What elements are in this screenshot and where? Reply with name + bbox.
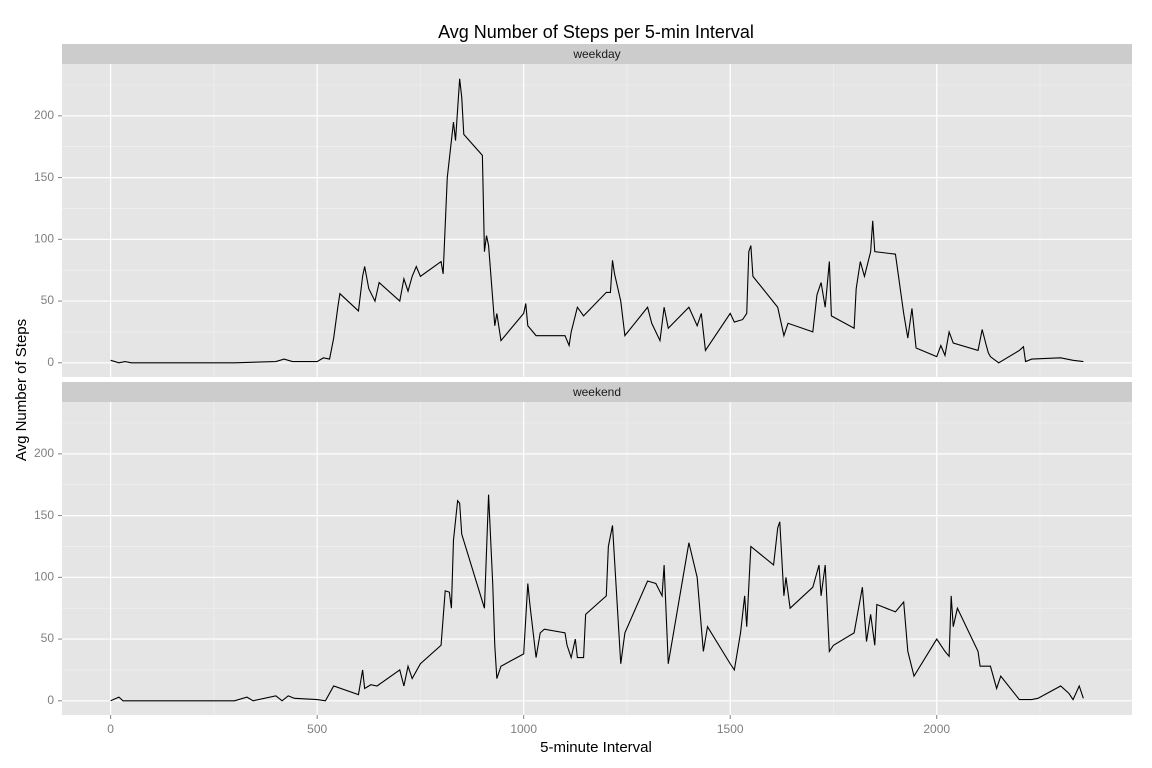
strip-label: weekday (572, 47, 620, 61)
strip (62, 44, 1132, 64)
x-tick-label: 500 (307, 722, 327, 736)
strip (62, 382, 1132, 402)
chart-title: Avg Number of Steps per 5-min Interval (438, 22, 754, 42)
strip-label: weekend (572, 385, 621, 399)
line (110, 494, 1084, 702)
y-tick-label: 50 (41, 631, 55, 645)
x-tick-label: 2000 (923, 722, 950, 736)
y-tick-label: 0 (47, 693, 54, 707)
x-tick-label: 0 (107, 722, 114, 736)
panel-background (62, 64, 1132, 377)
line (110, 78, 1084, 364)
y-tick-label: 150 (34, 508, 54, 522)
panel-background (62, 402, 1132, 715)
y-tick-label: 200 (34, 446, 54, 460)
x-tick-label: 1000 (510, 722, 537, 736)
x-axis-label: 5-minute Interval (540, 739, 652, 756)
y-tick-label: 200 (34, 108, 54, 122)
y-tick-label: 50 (41, 293, 55, 307)
x-tick-label: 1500 (717, 722, 744, 736)
y-tick-label: 0 (47, 355, 54, 369)
y-tick-label: 100 (34, 232, 54, 246)
y-tick-label: 100 (34, 570, 54, 584)
y-axis-label: Avg Number of Steps (13, 319, 30, 461)
y-tick-label: 150 (34, 170, 54, 184)
